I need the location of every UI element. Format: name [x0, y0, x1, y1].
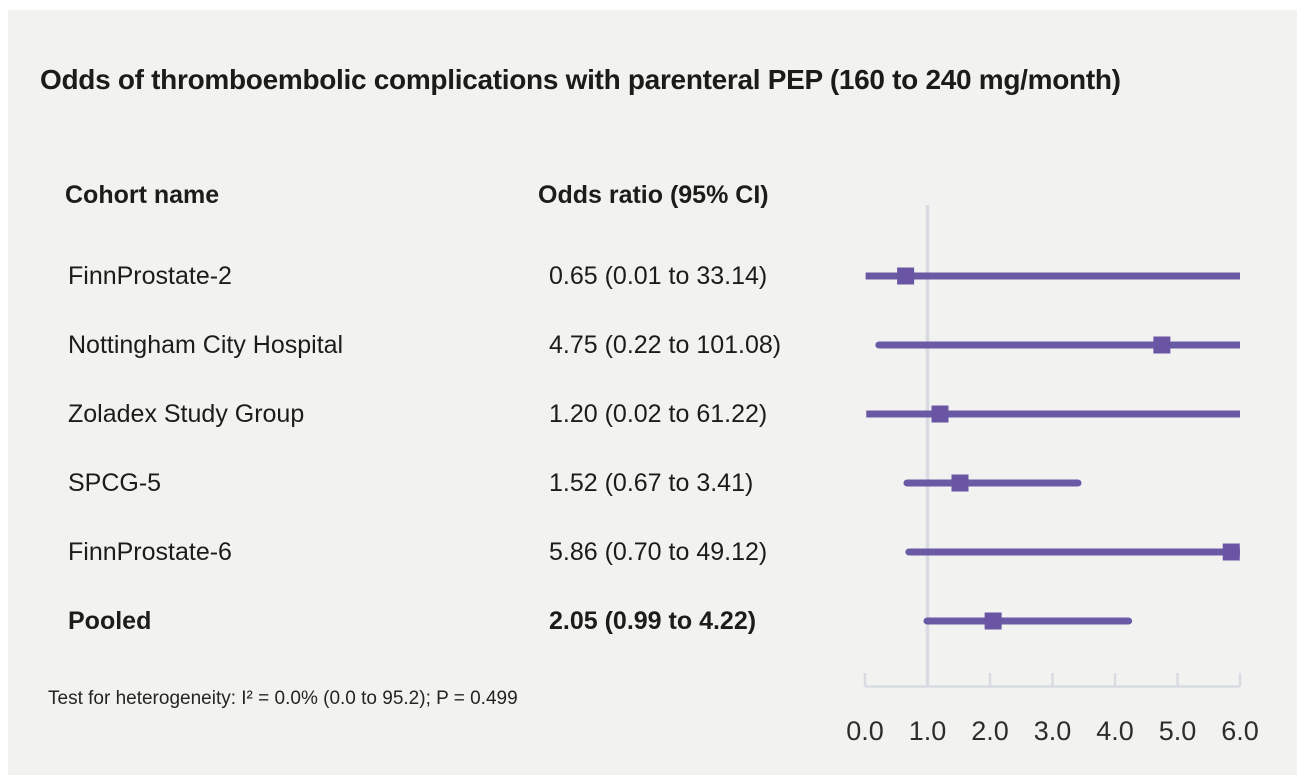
odds-ratio-marker	[897, 267, 915, 285]
odds-ratio-marker	[1222, 543, 1240, 561]
ci-cap-left	[903, 479, 911, 487]
ci-cap-right	[1074, 479, 1082, 487]
odds-ratio-marker	[931, 405, 949, 423]
pooled-odds-ratio-value: 2.05 (0.99 to 4.22)	[549, 607, 757, 635]
figure-title: Odds of thromboembolic complications wit…	[40, 64, 1121, 95]
pooled-estimate-marker	[984, 612, 1002, 630]
pooled-label: Pooled	[68, 607, 152, 635]
x-axis-tick-label: 1.0	[909, 716, 947, 746]
x-axis-tick-label: 0.0	[846, 716, 884, 746]
cohort-label: Nottingham City Hospital	[68, 331, 344, 359]
ci-cap-left	[875, 341, 883, 349]
forest-plot-canvas: 0.0 1.0 2.0 3.0 4.0 5.0 6.0	[846, 205, 1259, 746]
ci-cap-left	[905, 548, 913, 556]
ci-cap-left	[923, 617, 931, 625]
column-header-cohort-name: Cohort name	[65, 181, 220, 209]
x-axis-tick-label: 6.0	[1221, 716, 1259, 746]
ci-cap-right	[1125, 617, 1133, 625]
x-axis-tick-label: 5.0	[1159, 716, 1197, 746]
cohort-label: SPCG-5	[68, 469, 162, 497]
cohort-label: FinnProstate-2	[68, 262, 232, 290]
column-header-odds-ratio: Odds ratio (95% CI)	[538, 181, 769, 209]
figure-background	[8, 10, 1297, 775]
heterogeneity-test-note: Test for heterogeneity: I² = 0.0% (0.0 t…	[48, 688, 518, 709]
odds-ratio-value: 1.52 (0.67 to 3.41)	[549, 469, 754, 497]
odds-ratio-value: 4.75 (0.22 to 101.08)	[549, 331, 782, 359]
cohort-label: Zoladex Study Group	[68, 400, 305, 428]
odds-ratio-value: 0.65 (0.01 to 33.14)	[549, 262, 768, 290]
odds-ratio-marker	[1153, 336, 1171, 354]
x-axis-tick-label: 4.0	[1096, 716, 1134, 746]
x-axis-tick-label: 2.0	[971, 716, 1009, 746]
x-axis-tick-label: 3.0	[1034, 716, 1072, 746]
odds-ratio-value: 1.20 (0.02 to 61.22)	[549, 400, 768, 428]
odds-ratio-value: 5.86 (0.70 to 49.12)	[549, 538, 768, 566]
odds-ratio-marker	[951, 474, 969, 492]
cohort-label: FinnProstate-6	[68, 538, 232, 566]
